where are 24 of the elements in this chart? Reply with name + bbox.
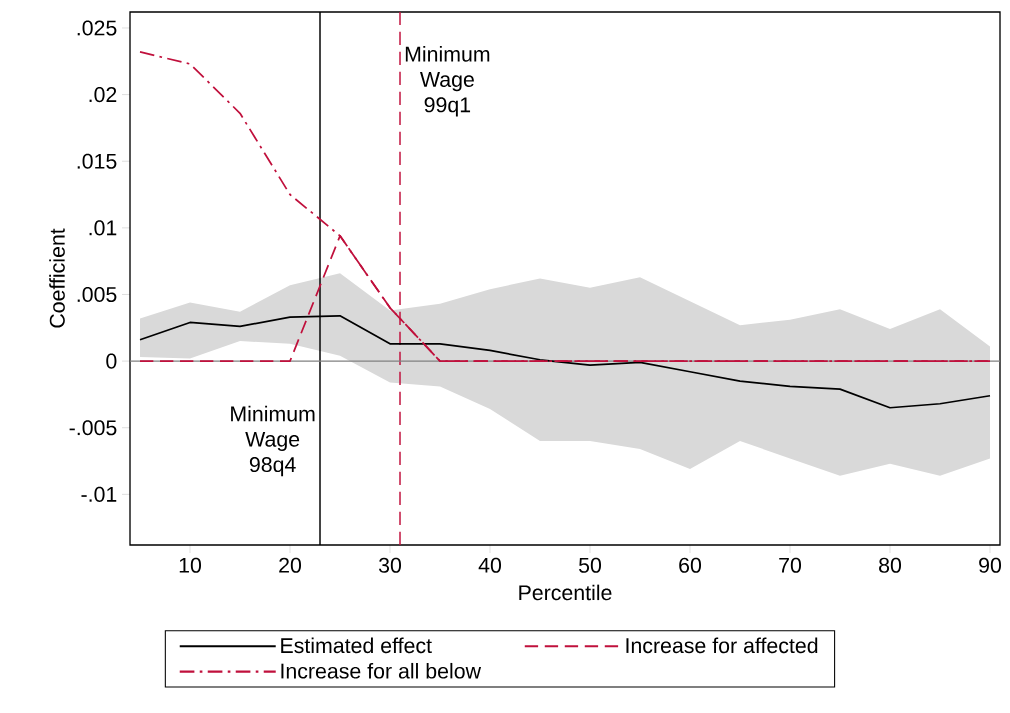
legend-label: Increase for affected	[626, 637, 818, 654]
x-tick-label: 90	[979, 557, 1002, 573]
y-tick-label: 0	[106, 353, 117, 369]
x-tick-label: 20	[279, 557, 302, 573]
x-tick-label: 50	[579, 557, 602, 573]
y-tick-label: .02	[89, 87, 117, 103]
x-axis-title: Percentile	[519, 584, 612, 601]
y-tick-label: .01	[89, 220, 117, 236]
y-tick-label: -.01	[81, 486, 117, 502]
x-tick-label: 60	[679, 557, 702, 573]
y-tick-label: .005	[77, 286, 117, 303]
x-tick-label: 80	[879, 557, 902, 573]
legend-label: Increase for all below	[281, 662, 482, 679]
y-tick-label: -.005	[69, 420, 117, 436]
x-tick-label: 30	[378, 557, 402, 573]
x-tick-label: 10	[179, 557, 202, 573]
y-tick-label: .015	[77, 153, 117, 169]
legend-label: Estimated effect	[281, 637, 432, 654]
ref-line-label: Minimum Wage 98q4	[231, 405, 315, 477]
x-tick-label: 70	[779, 557, 802, 573]
y-axis-title: Coefficient	[49, 228, 65, 328]
y-tick-label: .025	[77, 20, 117, 36]
ref-line-label: Minimum Wage 99q1	[405, 46, 490, 117]
x-tick-label: 40	[478, 557, 502, 573]
